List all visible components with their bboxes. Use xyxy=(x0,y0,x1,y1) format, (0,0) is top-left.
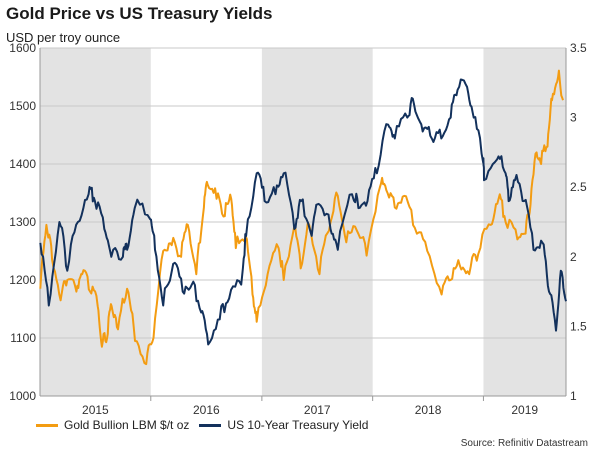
legend-item-gold: Gold Bullion LBM $/t oz xyxy=(36,418,189,432)
y-left-tick-label: 1400 xyxy=(9,157,36,171)
x-tick-label: 2017 xyxy=(304,403,331,417)
y-right-tick-label: 1.5 xyxy=(570,319,587,333)
chart-source: Source: Refinitiv Datastream xyxy=(460,438,588,449)
y-left-tick-label: 1100 xyxy=(10,331,36,345)
y-right-tick-label: 3.5 xyxy=(570,41,587,55)
y-right-tick-label: 2.5 xyxy=(570,180,587,194)
chart-subtitle: USD per troy ounce xyxy=(6,30,121,45)
y-left-tick-label: 1000 xyxy=(9,389,36,403)
y-right-tick-label: 3 xyxy=(570,111,577,125)
series-line-yield xyxy=(39,78,567,346)
x-tick-label: 2019 xyxy=(511,403,538,417)
y-right-tick-label: 1 xyxy=(570,389,577,403)
legend-label-gold: Gold Bullion LBM $/t oz xyxy=(64,418,190,432)
legend-label-yield: US 10-Year Treasury Yield xyxy=(227,418,369,432)
x-tick-label: 2015 xyxy=(82,403,109,417)
x-tick-label: 2018 xyxy=(415,403,442,417)
y-right-tick-label: 2 xyxy=(570,250,577,264)
legend-swatch-gold xyxy=(36,423,58,427)
legend-item-yield: US 10-Year Treasury Yield xyxy=(199,418,368,432)
y-left-tick-label: 1600 xyxy=(9,41,36,55)
y-left-tick-label: 1500 xyxy=(9,99,36,113)
y-left-tick-label: 1200 xyxy=(9,273,36,287)
chart-title: Gold Price vs US Treasury Yields xyxy=(6,4,273,23)
legend-swatch-yield xyxy=(199,423,222,427)
y-left-tick-label: 1300 xyxy=(9,215,36,229)
x-tick-label: 2016 xyxy=(193,403,220,417)
series-line-gold xyxy=(39,69,564,366)
chart-legend: Gold Bullion LBM $/t oz US 10-Year Treas… xyxy=(36,418,368,432)
